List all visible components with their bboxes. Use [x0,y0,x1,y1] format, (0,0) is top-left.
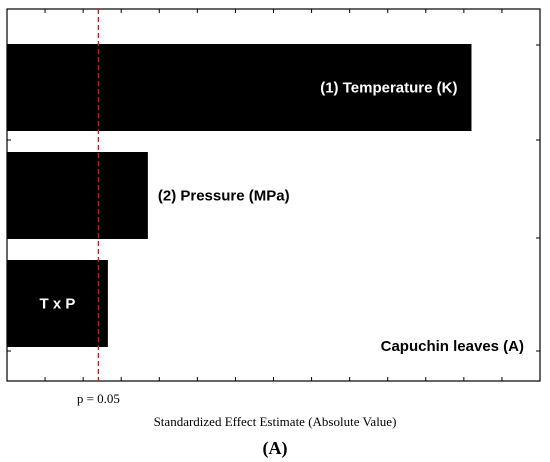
bar-label: (2) Pressure (MPa) [158,188,290,205]
bar [7,260,108,347]
bar-label: T x P [40,296,76,313]
annotation-label: Capuchin leaves (A) [381,338,524,355]
x-ticks-top [44,9,503,13]
x-ticks [44,377,503,381]
bar-labels: (1) Temperature (K) (2) Pressure (MPa) T x… [40,80,458,313]
bar [7,44,472,131]
bar-label: (1) Temperature (K) [320,80,457,97]
x-axis-label: Standardized Effect Estimate (Absolute V… [154,414,397,429]
reference-line-label: p = 0.05 [77,391,120,406]
bar [7,152,148,239]
panel-label: (A) [263,438,288,459]
bars [7,44,472,347]
y-ticks-right [536,44,540,352]
